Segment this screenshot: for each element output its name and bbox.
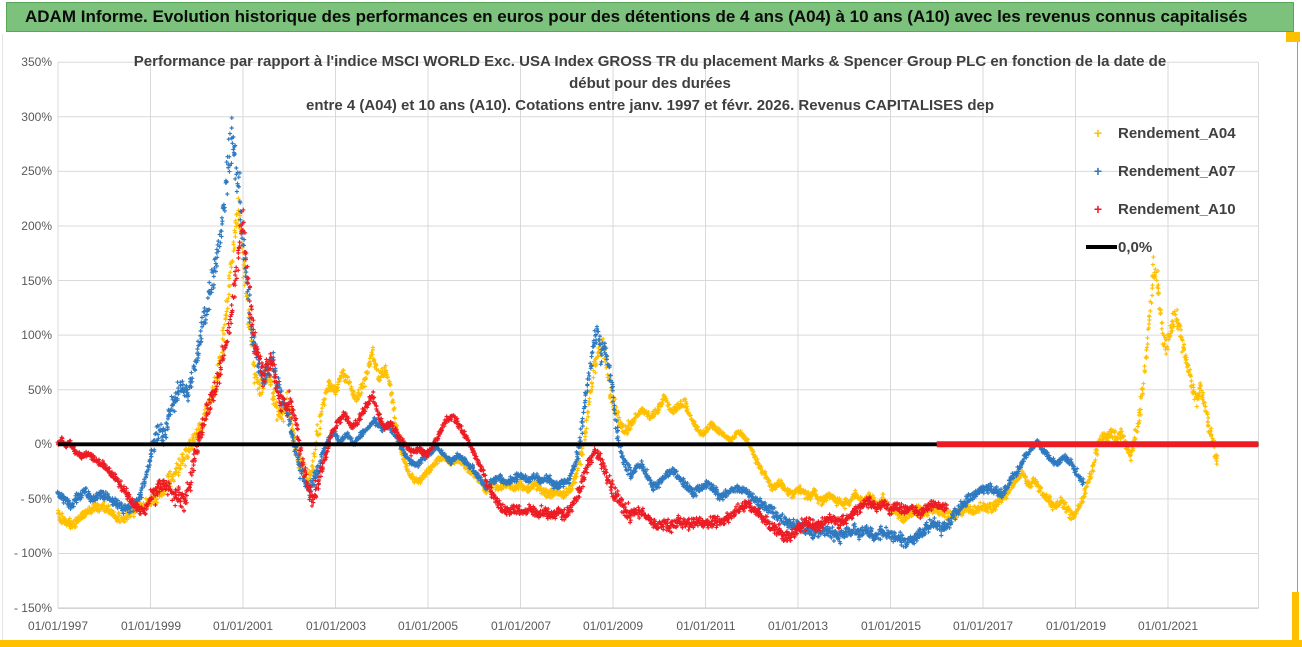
x-tick-label: 01/01/2005: [397, 619, 459, 633]
legend-item-rendement-a10[interactable]: + Rendement_A10: [1086, 190, 1236, 228]
plus-marker-icon: +: [1093, 163, 1103, 179]
x-tick-label: 01/01/2019: [1045, 619, 1107, 633]
x-tick-label: 01/01/2017: [952, 619, 1014, 633]
y-tick-label: 50%: [27, 383, 52, 397]
gold-frame-bottom: [0, 640, 1302, 647]
legend-label: Rendement_A07: [1118, 162, 1236, 180]
gold-frame-top-right: [1286, 32, 1300, 42]
y-tick-label: 150%: [21, 274, 52, 288]
chart-title-line2: début pour des durées: [569, 75, 731, 92]
gold-frame-right-bottom: [1292, 592, 1299, 647]
y-tick-label: 100%: [21, 328, 52, 342]
y-tick-label: 200%: [21, 219, 52, 233]
left-cell-border: [2, 34, 3, 641]
x-tick-label: 01/01/2003: [305, 619, 367, 633]
x-tick-label: 01/01/2015: [860, 619, 922, 633]
chart-title-line3: entre 4 (A04) et 10 ans (A10). Cotations…: [305, 97, 995, 114]
chart-title[interactable]: Performance par rapport à l'indice MSCI …: [80, 51, 1220, 117]
legend-label: Rendement_A04: [1118, 124, 1236, 142]
y-tick-label: 0%: [34, 437, 52, 451]
legend-label: Rendement_A10: [1118, 200, 1236, 218]
x-tick-label: 01/01/1999: [120, 619, 182, 633]
legend-item-zero-line[interactable]: 0,0%: [1086, 228, 1236, 266]
chart-legend[interactable]: + Rendement_A04 + Rendement_A07 + Rendem…: [1086, 114, 1236, 266]
scatter-series: [55, 115, 1220, 549]
y-tick-label: - 100%: [13, 546, 52, 560]
legend-label: 0,0%: [1118, 238, 1153, 256]
right-cell-border: [1297, 34, 1298, 641]
x-tick-label: 01/01/2001: [212, 619, 274, 633]
x-tick-label: 01/01/2021: [1137, 619, 1199, 633]
chart-title-line1: Performance par rapport à l'indice MSCI …: [133, 53, 1167, 70]
y-tick-label: - 50%: [20, 492, 52, 506]
header-banner-cell[interactable]: ADAM Informe. Evolution historique des p…: [6, 2, 1294, 32]
x-tick-label: 01/01/1997: [27, 619, 89, 633]
plus-marker-icon: +: [1093, 125, 1103, 141]
x-tick-label: 01/01/2013: [767, 619, 829, 633]
legend-item-rendement-a07[interactable]: + Rendement_A07: [1086, 152, 1236, 190]
x-tick-label: 01/01/2009: [582, 619, 644, 633]
zero-line-swatch-icon: [1086, 245, 1117, 249]
legend-item-rendement-a04[interactable]: + Rendement_A04: [1086, 114, 1236, 152]
y-tick-label: 350%: [21, 55, 52, 69]
banner-title: ADAM Informe. Evolution historique des p…: [25, 7, 1248, 26]
plus-marker-icon: +: [1093, 201, 1103, 217]
x-tick-label: 01/01/2011: [676, 619, 736, 633]
y-tick-label: 250%: [21, 164, 52, 178]
x-tick-label: 01/01/2007: [490, 619, 552, 633]
y-tick-label: 300%: [21, 110, 52, 124]
y-tick-label: - 150%: [13, 601, 52, 615]
